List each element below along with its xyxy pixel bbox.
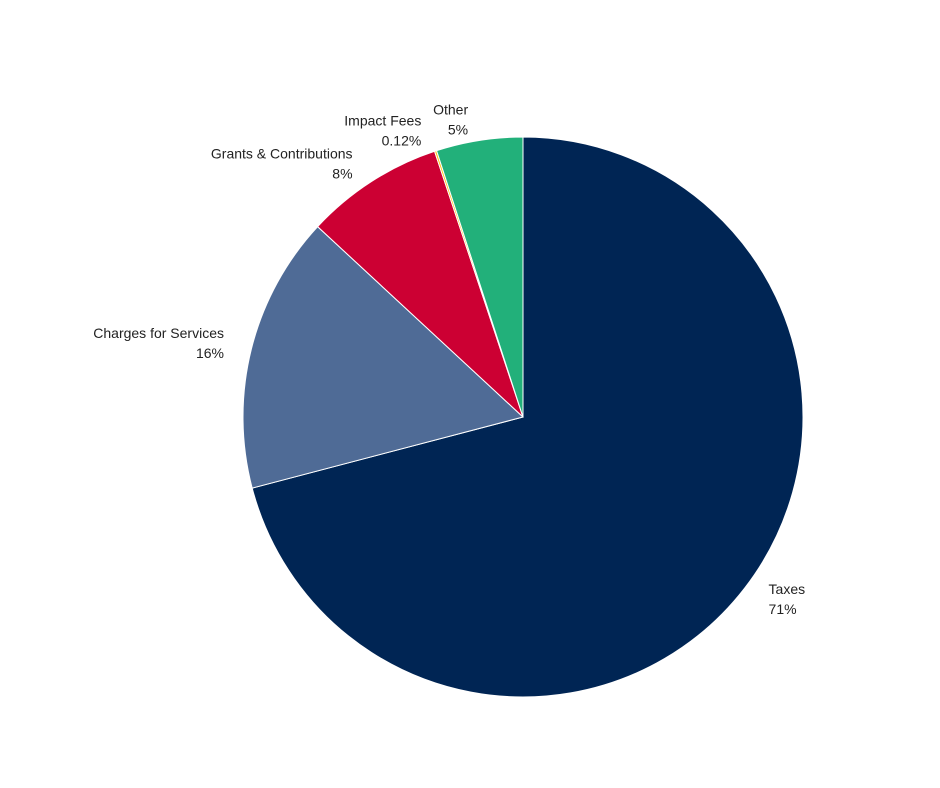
slice-value-label: 8%	[332, 166, 352, 182]
slice-value-label: 16%	[196, 345, 224, 361]
pie-slice	[251, 136, 804, 698]
pie-slice	[316, 150, 524, 418]
pie-slice	[242, 225, 525, 489]
pie-slice	[435, 136, 524, 418]
slice-label: Impact Fees	[344, 113, 421, 129]
slice-label: Taxes	[769, 581, 806, 597]
slice-value-label: 0.12%	[382, 133, 422, 149]
slice-value-label: 5%	[448, 121, 468, 137]
slice-value-label: 71%	[769, 601, 797, 617]
slice-label: Charges for Services	[93, 325, 224, 341]
slice-label: Grants & Contributions	[211, 146, 353, 162]
slice-label: Other	[433, 101, 468, 117]
